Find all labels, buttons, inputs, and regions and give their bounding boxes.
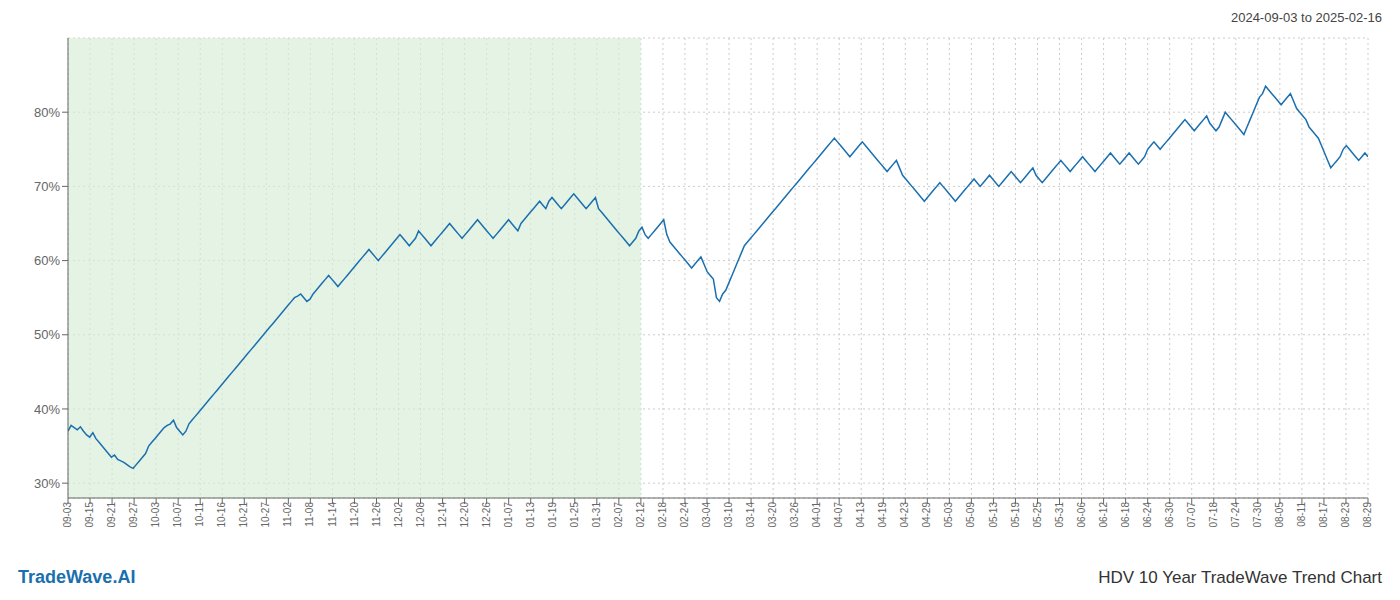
svg-text:04-23: 04-23 [899, 502, 910, 528]
svg-text:80%: 80% [34, 105, 60, 120]
svg-text:03-20: 03-20 [767, 502, 778, 528]
svg-text:50%: 50% [34, 327, 60, 342]
svg-text:10-21: 10-21 [238, 502, 249, 528]
svg-text:02-07: 02-07 [613, 502, 624, 528]
svg-text:11-26: 11-26 [371, 502, 382, 527]
svg-text:05-03: 05-03 [943, 502, 954, 528]
svg-text:70%: 70% [34, 179, 60, 194]
svg-text:11-20: 11-20 [349, 502, 360, 527]
svg-text:06-30: 06-30 [1164, 502, 1175, 528]
svg-text:05-13: 05-13 [988, 502, 999, 528]
svg-text:11-14: 11-14 [327, 502, 338, 527]
svg-text:07-07: 07-07 [1186, 502, 1197, 528]
svg-text:30%: 30% [34, 476, 60, 491]
svg-text:10-11: 10-11 [194, 502, 205, 527]
svg-text:12-26: 12-26 [481, 502, 492, 528]
svg-text:03-14: 03-14 [745, 502, 756, 528]
svg-text:04-19: 04-19 [877, 502, 888, 528]
svg-text:10-27: 10-27 [260, 502, 271, 528]
svg-text:03-26: 03-26 [789, 502, 800, 528]
svg-text:03-04: 03-04 [701, 502, 712, 528]
svg-text:01-19: 01-19 [547, 502, 558, 528]
svg-text:02-12: 02-12 [635, 502, 646, 528]
svg-text:04-01: 04-01 [811, 502, 822, 528]
svg-text:12-02: 12-02 [393, 502, 404, 528]
svg-text:05-25: 05-25 [1032, 502, 1043, 528]
svg-text:03-10: 03-10 [723, 502, 734, 528]
svg-text:02-24: 02-24 [679, 502, 690, 528]
svg-text:06-12: 06-12 [1098, 502, 1109, 528]
svg-text:07-24: 07-24 [1230, 502, 1241, 528]
svg-text:04-13: 04-13 [855, 502, 866, 528]
svg-text:08-11: 08-11 [1296, 502, 1307, 527]
svg-text:10-03: 10-03 [150, 502, 161, 528]
html-text:HDV 10 Year TradeWave Trend Ch: HDV 10 Year TradeWave Trend Chart [1098, 568, 1382, 587]
svg-text:09-27: 09-27 [128, 502, 139, 528]
svg-text:12-20: 12-20 [459, 502, 470, 528]
svg-text:01-13: 01-13 [525, 502, 536, 528]
svg-text:04-29: 04-29 [921, 502, 932, 528]
svg-text:08-05: 08-05 [1274, 502, 1285, 528]
svg-text:60%: 60% [34, 253, 60, 268]
svg-text:07-18: 07-18 [1208, 502, 1219, 528]
html-text:2024-09-03 to 2025-02-16: 2024-09-03 to 2025-02-16 [1230, 10, 1382, 25]
svg-text:09-21: 09-21 [106, 502, 117, 528]
svg-text:06-18: 06-18 [1120, 502, 1131, 528]
svg-text:09-03: 09-03 [62, 502, 73, 528]
svg-text:05-31: 05-31 [1054, 502, 1065, 528]
svg-text:07-30: 07-30 [1252, 502, 1263, 528]
svg-text:01-25: 01-25 [569, 502, 580, 528]
svg-text:10-16: 10-16 [216, 502, 227, 528]
svg-text:09-15: 09-15 [84, 502, 95, 528]
svg-text:12-08: 12-08 [415, 502, 426, 528]
svg-text:01-07: 01-07 [503, 502, 514, 528]
svg-text:12-14: 12-14 [437, 502, 448, 528]
svg-text:11-08: 11-08 [304, 502, 315, 527]
svg-text:11-02: 11-02 [282, 502, 293, 527]
svg-text:05-09: 05-09 [965, 502, 976, 528]
svg-text:08-17: 08-17 [1318, 502, 1329, 528]
svg-text:05-19: 05-19 [1010, 502, 1021, 528]
svg-text:40%: 40% [34, 402, 60, 417]
svg-text:02-18: 02-18 [657, 502, 668, 528]
svg-text:06-06: 06-06 [1076, 502, 1087, 528]
html-text:TradeWave.AI: TradeWave.AI [18, 567, 136, 587]
svg-text:08-29: 08-29 [1362, 502, 1373, 528]
svg-text:10-07: 10-07 [172, 502, 183, 528]
svg-text:01-31: 01-31 [591, 502, 602, 528]
svg-text:06-24: 06-24 [1142, 502, 1153, 528]
svg-text:04-07: 04-07 [833, 502, 844, 528]
svg-text:08-23: 08-23 [1340, 502, 1351, 528]
